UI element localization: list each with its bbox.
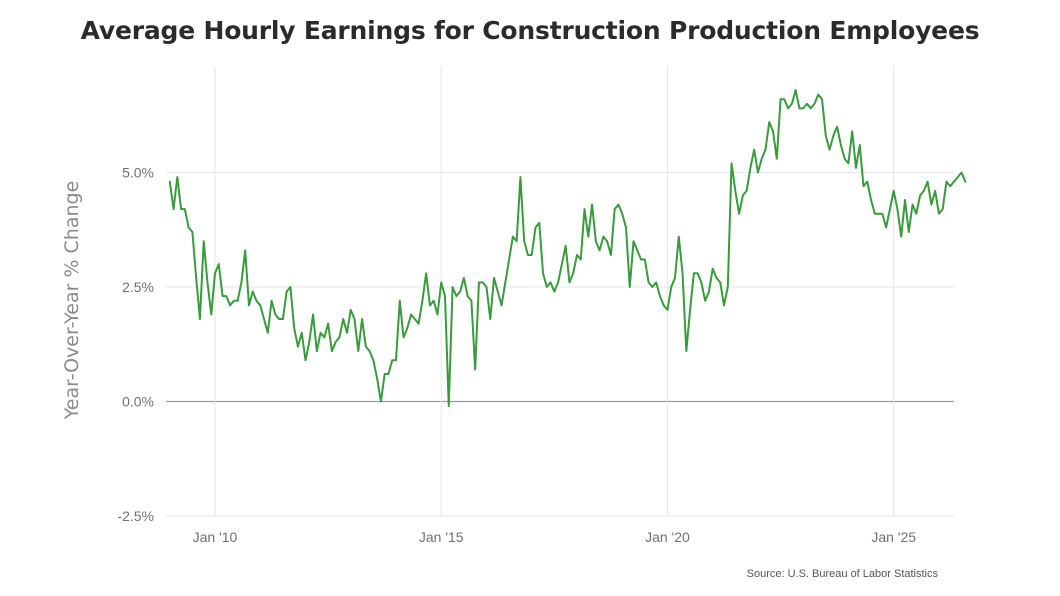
axis-layer: -2.5% 0.0% 2.5% 5.0% Jan '10 Jan '15 Jan '20 Ja… (117, 165, 916, 546)
y-axis-label: Year-Over-Year % Change (61, 181, 83, 421)
grid-layer (166, 66, 954, 517)
series-layer (168, 89, 967, 408)
chart-title: Average Hourly Earnings for Construction… (80, 16, 980, 45)
y-tick-label: 0.0% (122, 394, 154, 410)
y-tick-label: 5.0% (122, 165, 154, 181)
series-line (168, 89, 967, 408)
y-tick-label: -2.5% (117, 508, 154, 524)
x-tick-label: Jan '10 (193, 529, 238, 545)
x-tick-label: Jan '20 (645, 529, 690, 545)
y-tick-label: 2.5% (122, 279, 154, 295)
source-note: Source: U.S. Bureau of Labor Statistics (746, 568, 938, 580)
x-tick-label: Jan '15 (419, 529, 464, 545)
x-tick-label: Jan '25 (871, 529, 916, 545)
